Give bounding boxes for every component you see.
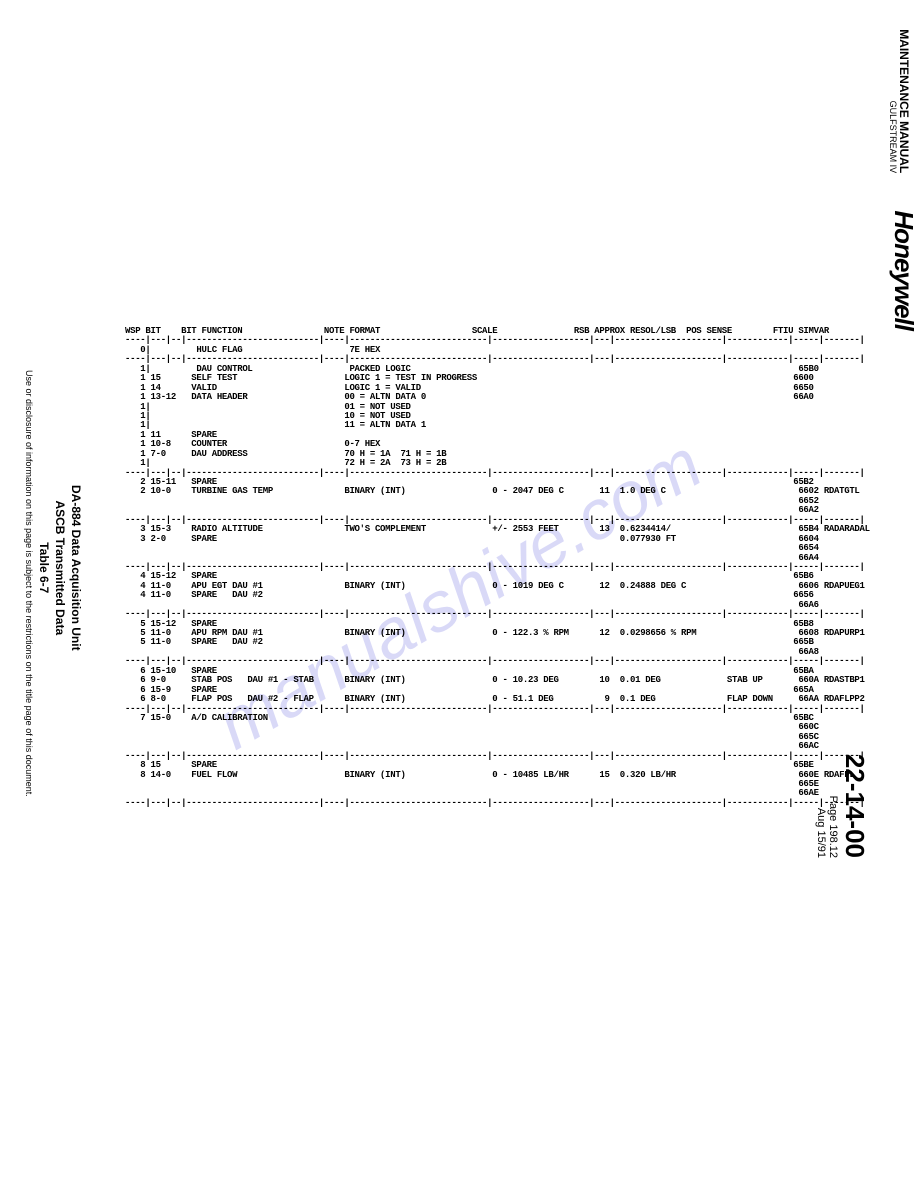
caption-line-2: ASCB Transmitted Data [53, 500, 67, 635]
caption-line-1: DA-884 Data Acquisition Unit [69, 485, 83, 651]
brand-logo: Honeywell [888, 210, 918, 330]
manual-title-text: MAINTENANCE MANUAL [897, 29, 911, 173]
data-table: WSP BIT BIT FUNCTION NOTE FORMAT SCALE R… [125, 327, 870, 808]
page-root: MAINTENANCE MANUAL GULFSTREAM IV Honeywe… [0, 0, 918, 1188]
table-caption: DA-884 Data Acquisition Unit ASCB Transm… [35, 485, 84, 651]
manual-title: MAINTENANCE MANUAL GULFSTREAM IV [888, 29, 910, 173]
manual-header: MAINTENANCE MANUAL GULFSTREAM IV Honeywe… [888, 0, 918, 330]
disclosure-footer: Use or disclosure of information on this… [24, 370, 34, 797]
caption-line-3: Table 6-7 [37, 542, 51, 593]
